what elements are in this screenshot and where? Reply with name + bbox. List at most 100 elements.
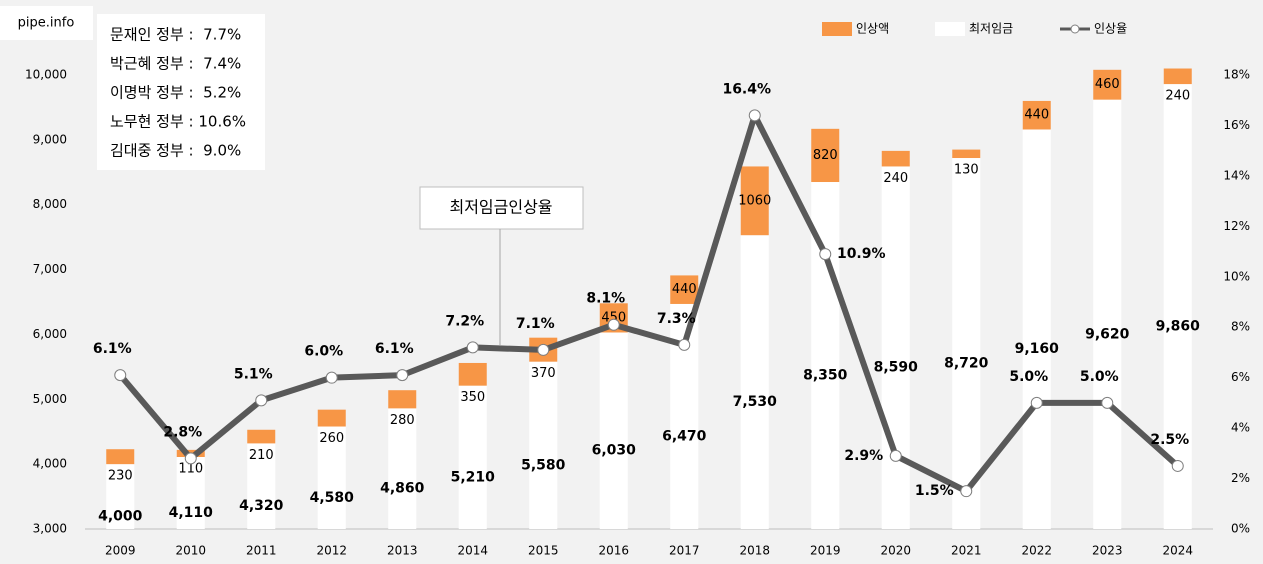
rate-label: 8.1% (586, 291, 625, 307)
bar-label: 230 (108, 469, 133, 484)
rate-marker (325, 371, 338, 384)
annotation-box (97, 14, 265, 170)
bar-label: 280 (390, 413, 415, 428)
bar-segment (881, 150, 910, 167)
bar-label: 5,580 (521, 457, 566, 473)
x-tick-label: 2023 (1092, 544, 1123, 558)
y-tick-label: 4,000 (33, 457, 67, 471)
source-box (0, 6, 93, 40)
bar-label: 4,110 (169, 505, 214, 521)
rate-label: 6.0% (304, 344, 343, 360)
x-tick-label: 2013 (387, 544, 418, 558)
bar-segment (247, 443, 276, 529)
bar-segment (1093, 69, 1122, 100)
rate-marker (889, 449, 902, 462)
rate-marker (537, 343, 550, 356)
rate-label: 2.9% (844, 448, 883, 464)
rate-label: 5.1% (234, 366, 273, 382)
y-tick-label: 9,000 (33, 132, 67, 146)
bar-label: 5,210 (451, 469, 496, 485)
rate-marker (466, 341, 479, 354)
bar-segment (106, 449, 135, 465)
rate-marker (1101, 396, 1114, 409)
bar-label: 4,860 (380, 481, 425, 497)
y2-tick-label: 4% (1231, 421, 1250, 435)
bar-label: 9,860 (1156, 319, 1201, 335)
bar-label: 260 (319, 431, 344, 446)
legend-label: 최저임금 (969, 22, 1013, 36)
legend-marker (1070, 24, 1080, 34)
bar-label: 6,030 (592, 443, 637, 459)
rate-label: 16.4% (722, 81, 771, 97)
bar-segment (952, 158, 981, 529)
y2-tick-label: 6% (1231, 370, 1250, 384)
bar-label: 460 (1095, 77, 1120, 92)
rate-marker (184, 452, 197, 465)
rate-label: 5.0% (1080, 369, 1119, 385)
annotation: 박근혜 정부 : 7.4% (110, 55, 241, 73)
bar-segment (529, 361, 558, 529)
bar-label: 440 (672, 282, 697, 297)
y2-tick-label: 8% (1231, 320, 1250, 334)
rate-marker (819, 248, 832, 261)
bar-segment (106, 464, 135, 529)
y2-tick-label: 0% (1231, 522, 1250, 536)
x-tick-label: 2011 (246, 544, 277, 558)
bar-segment (388, 390, 417, 409)
bar-segment (670, 275, 699, 304)
rate-marker (114, 369, 127, 382)
x-tick-label: 2017 (669, 544, 700, 558)
rate-label: 10.9% (837, 246, 886, 262)
bar-segment (1093, 99, 1122, 529)
bar-label: 8,350 (803, 368, 848, 384)
bar-label: 1060 (738, 193, 771, 208)
bar-segment (247, 429, 276, 444)
y2-tick-label: 10% (1223, 269, 1250, 283)
annotation: 이명박 정부 : 5.2% (110, 84, 241, 102)
bar-label: 820 (813, 148, 838, 163)
bar-label: 450 (601, 310, 626, 325)
bar-label: 350 (460, 390, 485, 405)
x-tick-label: 2009 (105, 544, 136, 558)
rate-label: 7.1% (516, 316, 555, 332)
bar-segment (740, 235, 769, 529)
annotation: 노무현 정부 : 10.6% (110, 113, 246, 131)
bar-label: 7,530 (733, 394, 778, 410)
rate-label: 1.5% (915, 483, 954, 499)
y2-tick-label: 16% (1223, 118, 1250, 132)
rate-marker (1171, 459, 1184, 472)
rate-marker (1030, 396, 1043, 409)
bar-label: 440 (1024, 108, 1049, 123)
rate-marker (960, 485, 973, 498)
bar-label: 4,000 (98, 509, 143, 525)
rate-label: 2.8% (163, 424, 202, 440)
bar-segment (952, 149, 981, 159)
bar-label: 4,580 (310, 490, 355, 506)
y-tick-label: 6,000 (33, 327, 67, 341)
x-tick-label: 2015 (528, 544, 559, 558)
bar-segment (317, 426, 346, 529)
rate-marker (678, 338, 691, 351)
bar-label: 9,620 (1085, 326, 1130, 342)
bar-segment (811, 128, 840, 183)
bar-segment (1022, 100, 1051, 130)
legend-label: 인상율 (1094, 22, 1127, 36)
bar-segment (881, 166, 910, 529)
bar-label: 210 (249, 448, 274, 463)
bar-segment (388, 408, 417, 529)
bar-segment (317, 409, 346, 427)
y2-tick-label: 18% (1223, 68, 1250, 82)
annotation: 김대중 정부 : 9.0% (110, 142, 241, 160)
bar-label: 9,160 (1015, 341, 1060, 357)
rate-label: 6.1% (375, 341, 414, 357)
bar-label: 370 (531, 366, 556, 381)
y-tick-label: 3,000 (33, 522, 67, 536)
bar-label: 8,720 (944, 356, 989, 372)
rate-label: 7.3% (657, 311, 696, 327)
rate-marker (748, 109, 761, 122)
y2-tick-label: 12% (1223, 219, 1250, 233)
rate-marker (607, 318, 620, 331)
bar-label: 110 (178, 462, 203, 477)
bar-segment (176, 457, 205, 529)
